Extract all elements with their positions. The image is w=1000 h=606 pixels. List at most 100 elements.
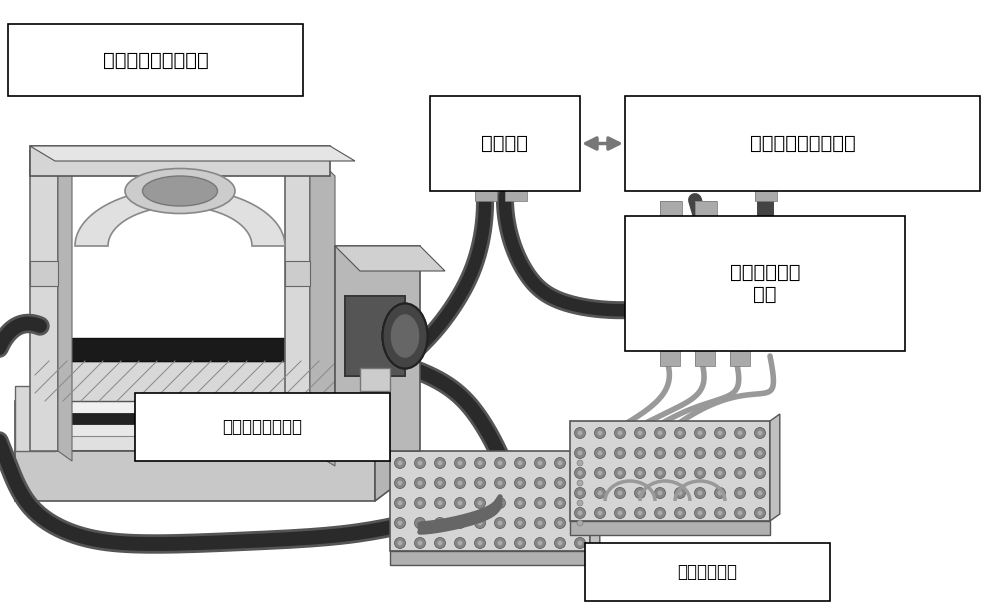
Circle shape xyxy=(415,498,426,508)
Circle shape xyxy=(477,480,483,486)
Circle shape xyxy=(397,500,403,506)
Circle shape xyxy=(415,478,426,488)
Circle shape xyxy=(537,500,543,506)
Circle shape xyxy=(437,480,443,486)
Circle shape xyxy=(715,467,726,479)
Polygon shape xyxy=(570,421,770,521)
Circle shape xyxy=(455,518,466,528)
Polygon shape xyxy=(285,151,310,451)
Circle shape xyxy=(577,500,583,506)
Circle shape xyxy=(617,470,623,476)
Circle shape xyxy=(577,510,583,516)
Circle shape xyxy=(654,447,666,459)
Circle shape xyxy=(657,470,663,476)
Circle shape xyxy=(617,490,623,496)
Circle shape xyxy=(437,540,443,546)
Circle shape xyxy=(654,427,666,439)
Bar xyxy=(730,349,750,366)
Circle shape xyxy=(455,478,466,488)
Circle shape xyxy=(735,447,746,459)
Circle shape xyxy=(435,478,446,488)
Circle shape xyxy=(675,487,686,499)
FancyBboxPatch shape xyxy=(430,96,580,191)
Bar xyxy=(730,349,750,366)
Polygon shape xyxy=(360,368,390,391)
Circle shape xyxy=(495,538,506,548)
Circle shape xyxy=(415,518,426,528)
Circle shape xyxy=(577,480,583,486)
Bar xyxy=(695,201,717,216)
Circle shape xyxy=(675,507,686,519)
Circle shape xyxy=(594,487,606,499)
Circle shape xyxy=(755,447,766,459)
Circle shape xyxy=(715,487,726,499)
Circle shape xyxy=(477,500,483,506)
Circle shape xyxy=(697,490,703,496)
Circle shape xyxy=(637,430,643,436)
Circle shape xyxy=(677,430,683,436)
Circle shape xyxy=(537,480,543,486)
Circle shape xyxy=(697,470,703,476)
Circle shape xyxy=(497,540,503,546)
Circle shape xyxy=(397,520,403,526)
Circle shape xyxy=(574,507,586,519)
Circle shape xyxy=(417,540,423,546)
Polygon shape xyxy=(58,151,72,461)
Circle shape xyxy=(515,498,526,508)
Circle shape xyxy=(677,470,683,476)
Circle shape xyxy=(697,430,703,436)
Circle shape xyxy=(697,510,703,516)
Polygon shape xyxy=(570,521,770,535)
Circle shape xyxy=(614,447,626,459)
Circle shape xyxy=(537,460,543,466)
Circle shape xyxy=(597,450,603,456)
Circle shape xyxy=(737,490,743,496)
Circle shape xyxy=(735,487,746,499)
Circle shape xyxy=(577,450,583,456)
Circle shape xyxy=(475,498,486,508)
Circle shape xyxy=(617,450,623,456)
Circle shape xyxy=(455,538,466,548)
Circle shape xyxy=(517,500,523,506)
Circle shape xyxy=(575,498,586,508)
Polygon shape xyxy=(390,551,590,565)
Circle shape xyxy=(717,510,723,516)
Circle shape xyxy=(675,467,686,479)
Polygon shape xyxy=(590,444,600,551)
Circle shape xyxy=(695,467,706,479)
Circle shape xyxy=(555,518,566,528)
Ellipse shape xyxy=(143,176,218,206)
Circle shape xyxy=(757,450,763,456)
Circle shape xyxy=(635,447,646,459)
Circle shape xyxy=(737,470,743,476)
Bar xyxy=(755,189,777,201)
Polygon shape xyxy=(35,361,355,401)
Circle shape xyxy=(614,467,626,479)
Circle shape xyxy=(715,447,726,459)
Circle shape xyxy=(617,430,623,436)
Ellipse shape xyxy=(382,304,428,368)
Circle shape xyxy=(394,458,406,468)
Circle shape xyxy=(397,540,403,546)
Circle shape xyxy=(457,480,463,486)
Circle shape xyxy=(417,500,423,506)
Circle shape xyxy=(677,490,683,496)
Circle shape xyxy=(435,538,446,548)
Circle shape xyxy=(755,507,766,519)
Circle shape xyxy=(495,458,506,468)
Circle shape xyxy=(397,480,403,486)
Circle shape xyxy=(557,540,563,546)
Circle shape xyxy=(757,430,763,436)
Circle shape xyxy=(417,520,423,526)
Circle shape xyxy=(457,520,463,526)
Circle shape xyxy=(635,507,646,519)
Circle shape xyxy=(717,490,723,496)
Circle shape xyxy=(574,447,586,459)
Circle shape xyxy=(617,510,623,516)
Circle shape xyxy=(577,520,583,526)
Circle shape xyxy=(497,480,503,486)
Polygon shape xyxy=(30,413,360,424)
Circle shape xyxy=(497,520,503,526)
Polygon shape xyxy=(335,246,445,271)
Circle shape xyxy=(657,510,663,516)
